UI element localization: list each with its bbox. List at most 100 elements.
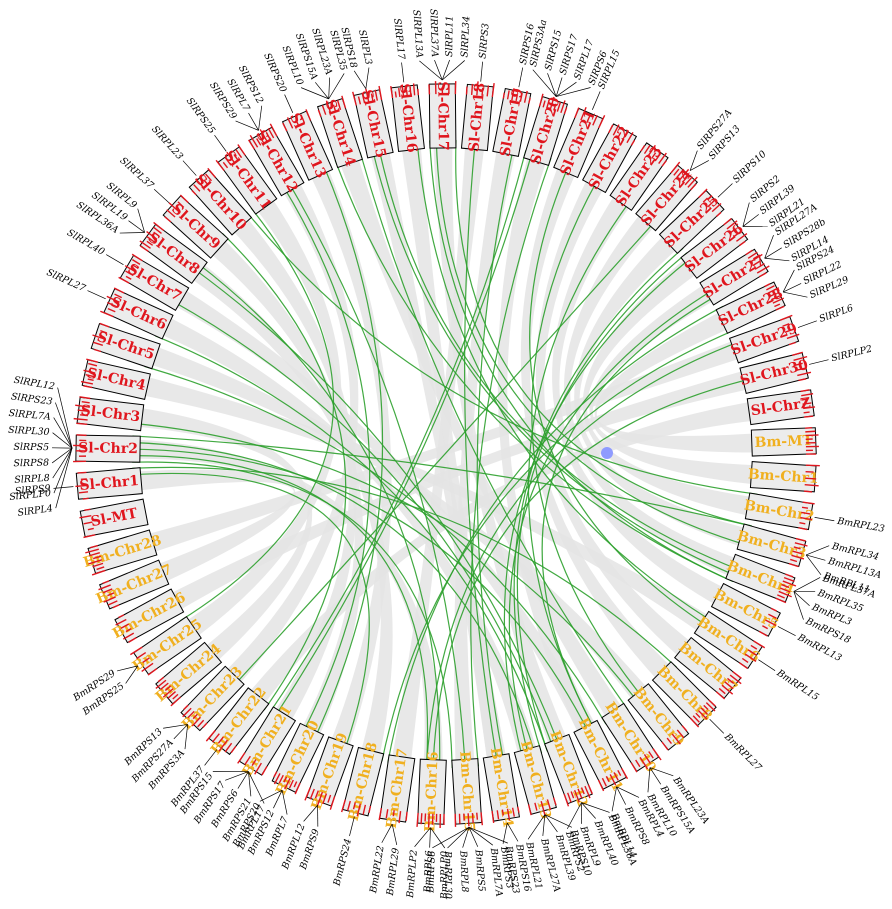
- homology-band: [131, 406, 313, 667]
- gene-tick: [125, 275, 132, 280]
- gene-tick: [352, 802, 356, 810]
- gene-leader: [87, 290, 106, 300]
- gene-leader: [689, 150, 698, 171]
- gene-label: SlRPL7A: [8, 408, 51, 423]
- gene-leader: [782, 269, 795, 293]
- gene-tick: [412, 83, 416, 96]
- gene-tick: [249, 134, 259, 148]
- gene-tick: [394, 91, 397, 98]
- gene-label: SlRPS3: [477, 23, 491, 60]
- gene-tick: [785, 573, 794, 578]
- gene-tick: [107, 600, 118, 606]
- gene-leader: [764, 247, 782, 259]
- gene-tick: [177, 201, 185, 208]
- gene-tick: [765, 619, 777, 627]
- gene-tick: [563, 793, 570, 807]
- gene-tick: [676, 168, 685, 179]
- gene-label: BmRPL6: [422, 850, 435, 893]
- gene-tick: [167, 691, 176, 699]
- gene-tick: [88, 362, 98, 367]
- gene-tick: [83, 521, 93, 525]
- gene-tick: [784, 328, 795, 333]
- chromosome-bm2: Bm-Chr2: [743, 492, 815, 531]
- gene-tick: [374, 89, 378, 101]
- gene-tick: [758, 630, 768, 637]
- gene-tick: [88, 559, 103, 565]
- chromosome-label: Sl-Chr1: [79, 473, 140, 494]
- gene-tick: [754, 263, 765, 270]
- gene-tick: [89, 552, 100, 557]
- gene-tick: [651, 152, 657, 159]
- gene-leader: [53, 447, 73, 494]
- gene-tick: [75, 404, 90, 408]
- gene-tick: [83, 534, 96, 539]
- synteny-link: [476, 147, 515, 763]
- gene-tick: [732, 230, 742, 238]
- gene-leader: [764, 257, 790, 262]
- gene-leader: [518, 67, 524, 88]
- chromosome-box: [460, 83, 494, 152]
- gene-leader: [480, 61, 483, 82]
- chromosome-box: [79, 498, 149, 538]
- gene-leader: [248, 771, 252, 797]
- gene-leader: [303, 805, 318, 822]
- gene-tick: [237, 144, 246, 156]
- gene-tick: [698, 710, 708, 720]
- gene-tick: [702, 197, 709, 203]
- gene-tick: [115, 618, 127, 626]
- gene-tick: [718, 687, 726, 695]
- gene-tick: [103, 596, 116, 603]
- gene-tick: [804, 490, 813, 493]
- chromosome-box: [281, 110, 334, 181]
- synteny-link: [282, 185, 371, 734]
- gene-tick: [721, 684, 734, 695]
- homology-band: [433, 138, 570, 752]
- gene-tick: [100, 329, 108, 334]
- gene-tick: [346, 800, 351, 811]
- chromosome-label: Bm-Chr15: [456, 751, 477, 832]
- gene-tick: [793, 355, 808, 361]
- gene-tick: [131, 253, 143, 262]
- gene-leader: [814, 517, 835, 522]
- gene-tick: [118, 276, 130, 284]
- gene-tick: [378, 808, 383, 821]
- gene-tick: [224, 742, 233, 753]
- gene-tick: [726, 220, 738, 230]
- chromosome-box: [155, 641, 223, 705]
- gene-tick: [768, 613, 777, 619]
- gene-tick: [118, 614, 125, 619]
- gene-tick: [567, 792, 572, 803]
- gene-tick: [222, 161, 229, 169]
- gene-tick: [160, 682, 169, 691]
- homology-band: [574, 230, 753, 549]
- synteny-link: [527, 199, 632, 731]
- gene-tick: [247, 139, 256, 150]
- gene-tick: [681, 175, 689, 183]
- gene-tick: [98, 584, 111, 591]
- chromosome-box: [699, 248, 769, 306]
- chromosome-label: Sl-Chr2: [78, 440, 138, 457]
- gene-tick: [491, 810, 495, 824]
- gene-label: BmRPL8: [457, 849, 470, 892]
- synteny-link: [516, 252, 688, 752]
- gene-tick: [120, 623, 130, 629]
- gene-tick: [587, 784, 593, 795]
- gene-tick: [157, 676, 165, 683]
- gene-tick: [87, 527, 94, 531]
- gene-tick: [727, 677, 735, 685]
- gene-leader: [248, 771, 265, 804]
- gene-tick: [237, 752, 246, 764]
- gene-tick: [168, 202, 180, 213]
- chromosome-sl18: Sl-Chr18: [460, 81, 495, 153]
- chromosome-box: [248, 126, 305, 197]
- gene-tick: [511, 88, 515, 101]
- gene-tick: [92, 562, 104, 568]
- homology-band: [368, 143, 508, 768]
- synteny-link: [387, 305, 724, 763]
- gene-tick: [511, 807, 515, 817]
- synteny-link: [245, 211, 758, 495]
- gene-tick: [191, 190, 197, 196]
- gene-tick: [352, 91, 357, 106]
- gene-tick: [724, 681, 734, 690]
- gene-leader: [53, 486, 74, 489]
